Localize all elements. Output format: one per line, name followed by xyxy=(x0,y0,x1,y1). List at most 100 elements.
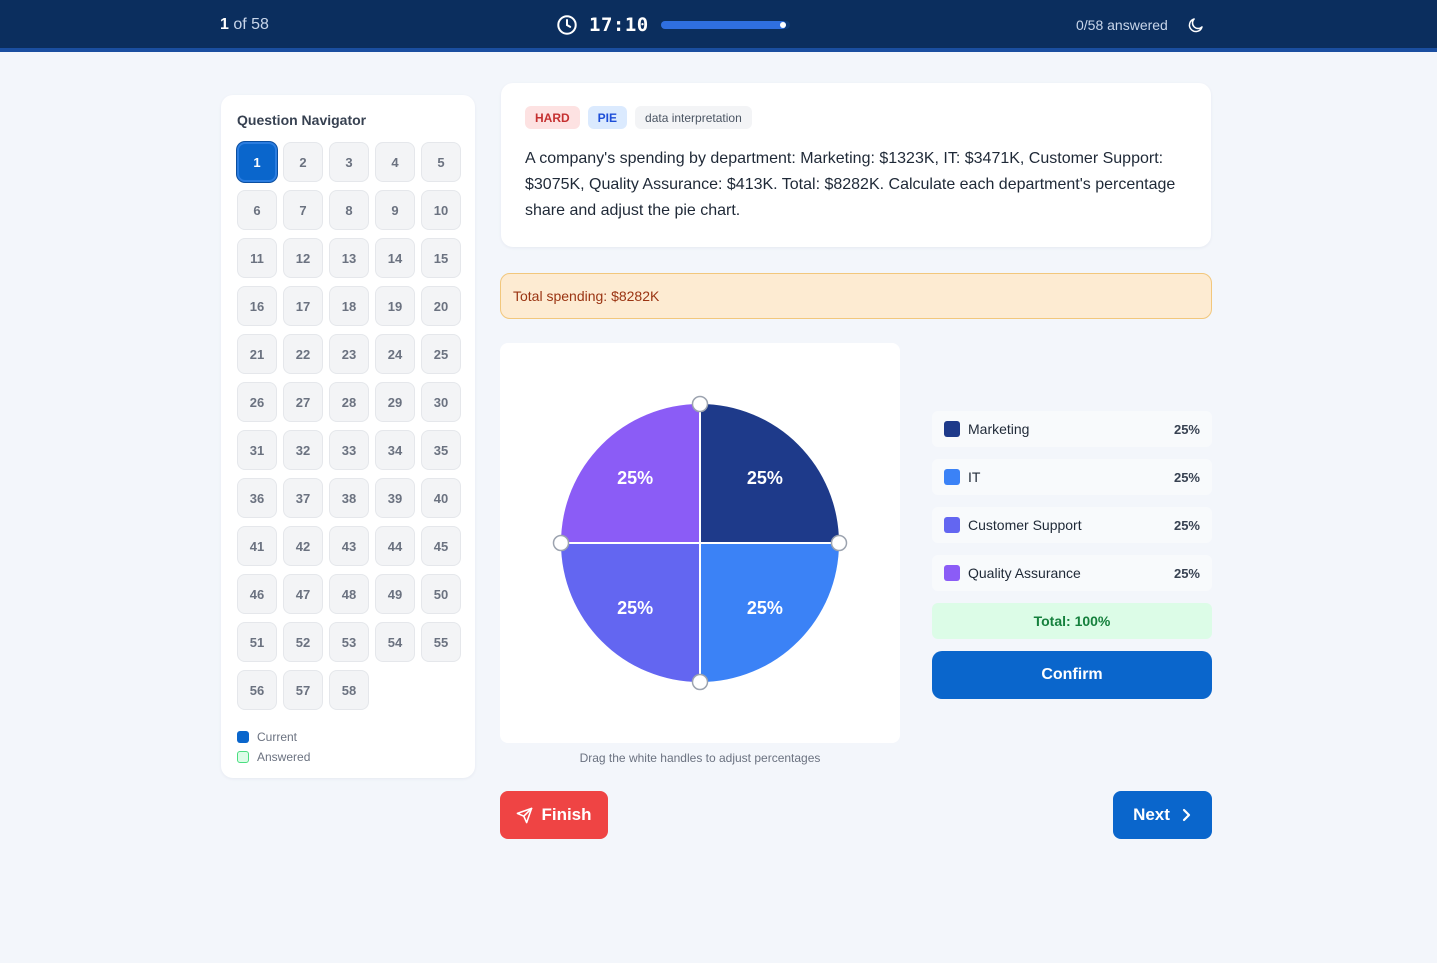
pie-drag-handle[interactable] xyxy=(691,395,709,413)
pie-slice-label: 25% xyxy=(617,468,653,488)
question-nav-button-48[interactable]: 48 xyxy=(329,574,369,614)
finish-button[interactable]: Finish xyxy=(500,791,608,839)
question-nav-button-24[interactable]: 24 xyxy=(375,334,415,374)
question-nav-button-2[interactable]: 2 xyxy=(283,142,323,182)
pie-drag-handle[interactable] xyxy=(691,673,709,691)
question-nav-button-23[interactable]: 23 xyxy=(329,334,369,374)
question-nav-button-16[interactable]: 16 xyxy=(237,286,277,326)
pie-chart[interactable]: 25% 25% 25% 25% xyxy=(500,343,900,743)
question-nav-button-45[interactable]: 45 xyxy=(421,526,461,566)
question-nav-button-9[interactable]: 9 xyxy=(375,190,415,230)
timer-progress-fill xyxy=(660,21,786,29)
legend-item-name: IT xyxy=(968,469,981,485)
question-nav-button-31[interactable]: 31 xyxy=(237,430,277,470)
moon-icon[interactable] xyxy=(1187,16,1205,34)
question-nav-button-18[interactable]: 18 xyxy=(329,286,369,326)
legend-current-label: Current xyxy=(257,730,298,744)
pie-slice-it xyxy=(700,543,839,682)
finish-label: Finish xyxy=(541,805,592,824)
legend-answered-label: Answered xyxy=(257,750,311,764)
legend-item: Customer Support 25% xyxy=(932,507,1212,543)
confirm-button[interactable]: Confirm xyxy=(932,651,1212,699)
legend-color-swatch xyxy=(944,565,960,581)
question-nav-button-19[interactable]: 19 xyxy=(375,286,415,326)
question-nav-button-30[interactable]: 30 xyxy=(421,382,461,422)
top-bar: 1 of 58 17:10 0/58 answered xyxy=(0,0,1437,52)
question-nav-button-41[interactable]: 41 xyxy=(237,526,277,566)
question-nav-button-12[interactable]: 12 xyxy=(283,238,323,278)
legend-answered: Answered xyxy=(237,747,310,767)
timer: 17:10 xyxy=(556,13,790,37)
question-nav-button-10[interactable]: 10 xyxy=(421,190,461,230)
legend-item: Quality Assurance 25% xyxy=(932,555,1212,591)
question-nav-button-29[interactable]: 29 xyxy=(375,382,415,422)
question-nav-button-43[interactable]: 43 xyxy=(329,526,369,566)
question-nav-button-26[interactable]: 26 xyxy=(237,382,277,422)
legend-item: Marketing 25% xyxy=(932,411,1212,447)
question-nav-button-34[interactable]: 34 xyxy=(375,430,415,470)
legend-color-swatch xyxy=(944,421,960,437)
question-nav-button-3[interactable]: 3 xyxy=(329,142,369,182)
answered-swatch xyxy=(237,751,249,763)
question-nav-button-36[interactable]: 36 xyxy=(237,478,277,518)
question-nav-button-6[interactable]: 6 xyxy=(237,190,277,230)
next-button[interactable]: Next xyxy=(1113,791,1212,839)
question-nav-button-35[interactable]: 35 xyxy=(421,430,461,470)
topic-tag: data interpretation xyxy=(635,106,752,129)
legend-item: IT 25% xyxy=(932,459,1212,495)
question-nav-button-51[interactable]: 51 xyxy=(237,622,277,662)
question-nav-button-52[interactable]: 52 xyxy=(283,622,323,662)
question-nav-button-27[interactable]: 27 xyxy=(283,382,323,422)
question-nav-button-13[interactable]: 13 xyxy=(329,238,369,278)
pie-drag-handle[interactable] xyxy=(830,534,848,552)
question-nav-button-33[interactable]: 33 xyxy=(329,430,369,470)
question-nav-button-46[interactable]: 46 xyxy=(237,574,277,614)
question-nav-button-1[interactable]: 1 xyxy=(237,142,277,182)
question-nav-button-50[interactable]: 50 xyxy=(421,574,461,614)
question-nav-button-20[interactable]: 20 xyxy=(421,286,461,326)
question-nav-button-25[interactable]: 25 xyxy=(421,334,461,374)
question-nav-button-28[interactable]: 28 xyxy=(329,382,369,422)
question-nav-button-14[interactable]: 14 xyxy=(375,238,415,278)
question-nav-button-8[interactable]: 8 xyxy=(329,190,369,230)
next-label: Next xyxy=(1133,805,1170,824)
question-nav-button-44[interactable]: 44 xyxy=(375,526,415,566)
question-nav-button-21[interactable]: 21 xyxy=(237,334,277,374)
question-nav-button-38[interactable]: 38 xyxy=(329,478,369,518)
pie-slice-marketing xyxy=(700,404,839,543)
question-nav-button-22[interactable]: 22 xyxy=(283,334,323,374)
question-nav-button-49[interactable]: 49 xyxy=(375,574,415,614)
question-nav-button-11[interactable]: 11 xyxy=(237,238,277,278)
pie-slice-quality-assurance xyxy=(561,404,700,543)
question-nav-button-4[interactable]: 4 xyxy=(375,142,415,182)
question-nav-button-54[interactable]: 54 xyxy=(375,622,415,662)
timer-progress-knob xyxy=(779,22,786,28)
question-nav-button-39[interactable]: 39 xyxy=(375,478,415,518)
pie-slice-customer-support xyxy=(561,543,700,682)
legend-item-percentage: 25% xyxy=(1173,421,1200,437)
type-tag: PIE xyxy=(587,106,628,129)
question-nav-button-56[interactable]: 56 xyxy=(237,670,277,710)
question-nav-button-17[interactable]: 17 xyxy=(283,286,323,326)
question-nav-button-5[interactable]: 5 xyxy=(421,142,461,182)
question-nav-button-42[interactable]: 42 xyxy=(283,526,323,566)
legend-item-percentage: 25% xyxy=(1173,517,1200,533)
question-nav-button-15[interactable]: 15 xyxy=(421,238,461,278)
legend-color-swatch xyxy=(944,517,960,533)
question-nav-button-55[interactable]: 55 xyxy=(421,622,461,662)
question-nav-button-7[interactable]: 7 xyxy=(283,190,323,230)
question-nav-button-58[interactable]: 58 xyxy=(329,670,369,710)
pie-drag-handle[interactable] xyxy=(552,534,570,552)
timer-text: 17:10 xyxy=(589,14,649,36)
question-nav-button-32[interactable]: 32 xyxy=(283,430,323,470)
chart-hint: Drag the white handles to adjust percent… xyxy=(579,751,821,765)
question-nav-button-47[interactable]: 47 xyxy=(283,574,323,614)
question-nav-button-37[interactable]: 37 xyxy=(283,478,323,518)
legend-current: Current xyxy=(237,727,310,747)
question-nav-button-53[interactable]: 53 xyxy=(329,622,369,662)
timer-progress-bar xyxy=(660,21,790,29)
question-nav-button-57[interactable]: 57 xyxy=(283,670,323,710)
question-nav-button-40[interactable]: 40 xyxy=(421,478,461,518)
question-counter: 1 of 58 xyxy=(220,16,269,34)
navigator-title: Question Navigator xyxy=(237,112,367,128)
